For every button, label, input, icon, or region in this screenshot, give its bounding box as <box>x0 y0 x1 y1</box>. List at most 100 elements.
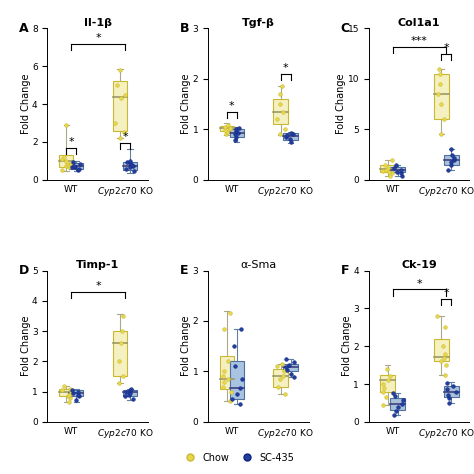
Bar <box>444 386 459 397</box>
Point <box>380 384 388 392</box>
Point <box>443 385 450 392</box>
Point <box>76 161 84 168</box>
Point <box>449 382 457 390</box>
Point <box>225 375 232 383</box>
Point <box>111 119 119 127</box>
Point <box>398 400 406 408</box>
Point <box>71 164 79 171</box>
Point <box>437 357 445 365</box>
Bar <box>113 82 128 130</box>
Text: *: * <box>283 63 289 73</box>
Point <box>232 127 239 135</box>
Point <box>128 161 136 168</box>
Point <box>238 375 246 383</box>
Title: Col1a1: Col1a1 <box>398 18 440 27</box>
Point <box>279 373 287 380</box>
Point <box>126 157 134 164</box>
Bar <box>69 163 83 169</box>
Point <box>436 80 444 88</box>
Point <box>286 136 294 143</box>
Point <box>443 380 451 387</box>
Bar <box>229 129 244 137</box>
Point <box>441 323 449 331</box>
Point <box>290 358 298 366</box>
Point <box>451 154 458 161</box>
Point <box>126 391 133 399</box>
Point <box>386 172 393 180</box>
Bar <box>283 133 298 140</box>
Bar <box>113 331 128 376</box>
Bar <box>59 389 73 396</box>
Point <box>279 360 286 368</box>
Text: *: * <box>417 279 422 289</box>
Point <box>287 370 295 378</box>
Point <box>439 342 447 350</box>
Text: *: * <box>95 281 101 291</box>
Point <box>276 90 284 98</box>
Bar <box>390 167 405 172</box>
Point <box>129 162 137 170</box>
Text: *: * <box>444 288 449 298</box>
Point <box>448 151 456 158</box>
Point <box>65 398 73 406</box>
Title: α-Sma: α-Sma <box>240 260 276 270</box>
Point <box>118 327 126 335</box>
Text: F: F <box>341 264 349 277</box>
Point <box>220 368 228 375</box>
Point <box>392 161 400 168</box>
Point <box>388 156 396 164</box>
Text: *: * <box>122 132 128 142</box>
Point <box>67 388 74 395</box>
Point <box>127 164 134 171</box>
Point <box>447 146 455 153</box>
Point <box>220 378 228 385</box>
Point <box>222 130 229 138</box>
Point <box>279 108 287 116</box>
Bar <box>123 390 137 396</box>
Point <box>235 129 242 137</box>
Point <box>232 130 239 138</box>
Text: B: B <box>180 22 190 36</box>
Point <box>121 91 128 99</box>
Text: *: * <box>229 101 235 111</box>
Point <box>115 379 122 386</box>
Point <box>274 383 282 391</box>
Point <box>70 159 77 166</box>
Point <box>379 380 386 388</box>
Bar <box>219 126 234 131</box>
Point <box>383 393 390 401</box>
Point <box>382 166 390 173</box>
Point <box>276 100 284 108</box>
Point <box>62 162 69 169</box>
Point <box>233 126 240 133</box>
Y-axis label: Fold Change: Fold Change <box>20 316 30 376</box>
Point <box>281 368 288 375</box>
Text: *: * <box>68 137 74 147</box>
Point <box>441 350 449 357</box>
Text: ***: *** <box>411 36 428 46</box>
Point <box>433 312 440 320</box>
Point <box>383 365 391 373</box>
Point <box>219 373 227 380</box>
Bar <box>380 164 395 172</box>
Y-axis label: Fold Change: Fold Change <box>181 316 191 376</box>
Point <box>278 82 286 90</box>
Point <box>393 168 401 175</box>
Point <box>436 70 444 78</box>
Point <box>390 164 398 172</box>
Point <box>227 126 234 133</box>
Point <box>75 165 83 173</box>
Bar <box>229 361 244 399</box>
Point <box>222 127 229 134</box>
Point <box>440 354 448 361</box>
Text: C: C <box>341 22 350 36</box>
Point <box>221 123 229 131</box>
Point <box>384 376 392 384</box>
Point <box>276 130 283 138</box>
Title: Timp-1: Timp-1 <box>76 260 119 270</box>
Point <box>58 386 65 394</box>
Point <box>64 161 72 168</box>
Point <box>63 159 70 166</box>
Point <box>276 375 284 383</box>
Point <box>381 161 389 168</box>
